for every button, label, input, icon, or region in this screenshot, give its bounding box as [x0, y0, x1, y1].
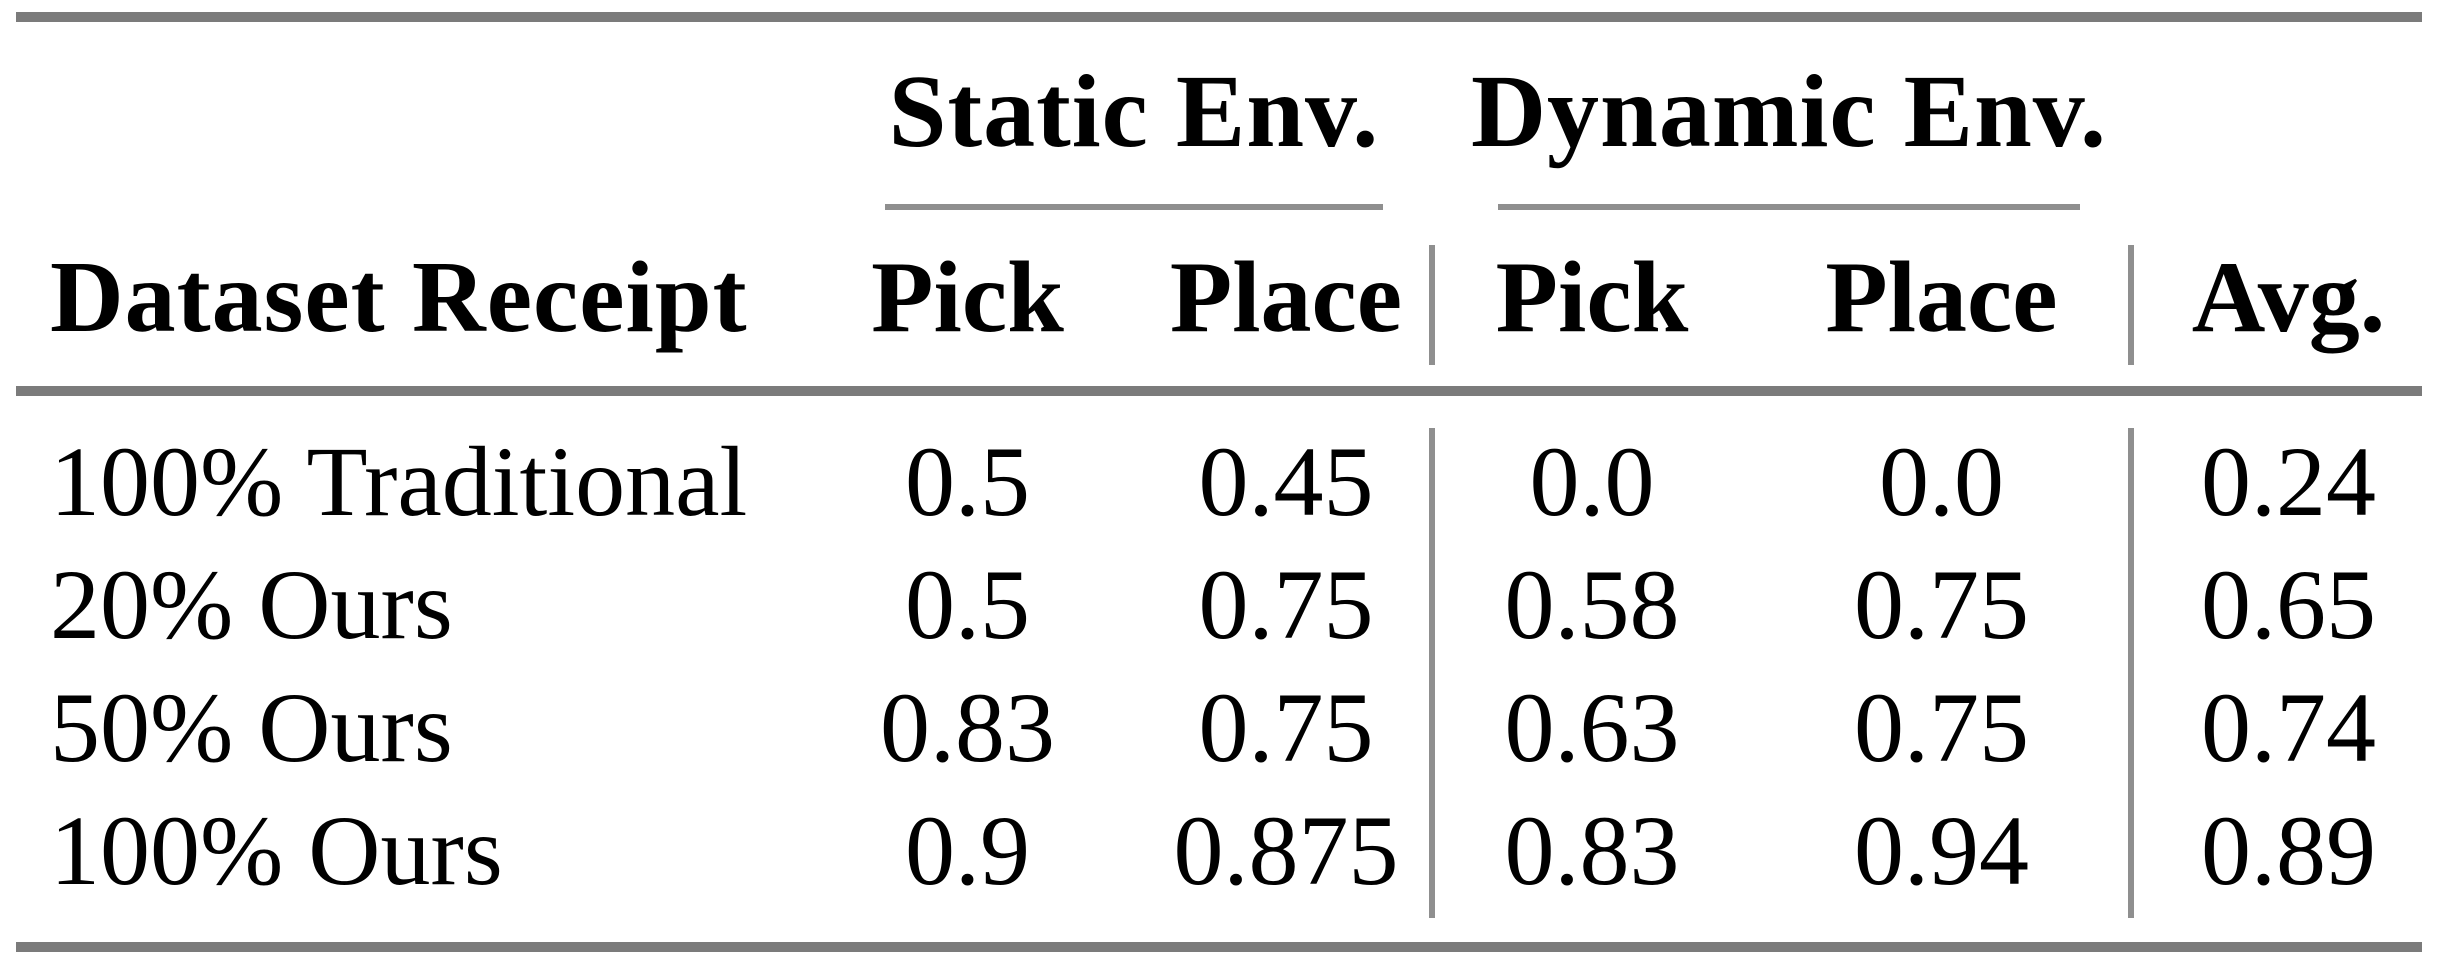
header-row: Dataset Receipt Pick Place Pick Place Av…: [16, 209, 2422, 386]
column-header-static-pick: Pick: [871, 240, 1064, 354]
vertical-divider-1-header: [1429, 245, 1435, 365]
column-header-avg: Avg.: [2191, 240, 2386, 354]
dynamic-env-cmidrule: [1498, 204, 2080, 210]
vertical-divider-1-body: [1429, 428, 1435, 918]
value-cell: 0.75: [1198, 671, 1374, 783]
header-midrule: [16, 386, 2422, 396]
value-cell: 0.94: [1854, 794, 2029, 906]
value-cell: 0.24: [2201, 425, 2376, 537]
column-header-dataset-receipt: Dataset Receipt: [50, 240, 748, 354]
group-header-dynamic-env: Dynamic Env.: [1470, 53, 2108, 169]
value-cell: 0.74: [2201, 671, 2376, 783]
value-cell: 0.75: [1854, 548, 2029, 660]
group-header-static-env: Static Env.: [888, 53, 1380, 169]
column-header-dynamic-pick: Pick: [1495, 240, 1689, 354]
value-cell: 0.5: [905, 548, 1030, 660]
row-label-cell: 50% Ours: [50, 671, 453, 783]
bottom-rule: [16, 942, 2422, 952]
value-cell: 0.83: [880, 671, 1055, 783]
value-cell: 0.875: [1173, 794, 1399, 906]
column-header-dynamic-place: Place: [1825, 240, 2058, 354]
vertical-divider-2-body: [2128, 428, 2134, 918]
value-cell: 0.63: [1504, 671, 1680, 783]
value-cell: 0.0: [1529, 425, 1655, 537]
value-cell: 0.65: [2201, 548, 2376, 660]
top-rule: [16, 12, 2422, 22]
value-cell: 0.0: [1879, 425, 2004, 537]
table-row: 20% Ours 0.5 0.75 0.58 0.75 0.65: [16, 543, 2422, 666]
value-cell: 0.45: [1198, 425, 1374, 537]
table-row: 50% Ours 0.83 0.75 0.63 0.75 0.74: [16, 666, 2422, 789]
value-cell: 0.58: [1504, 548, 1680, 660]
value-cell: 0.83: [1504, 794, 1680, 906]
row-label-cell: 20% Ours: [50, 548, 453, 660]
row-label-cell: 100% Traditional: [50, 425, 748, 537]
table-row: 100% Ours 0.9 0.875 0.83 0.94 0.89: [16, 789, 2422, 912]
value-cell: 0.89: [2201, 794, 2376, 906]
value-cell: 0.5: [905, 425, 1030, 537]
column-header-static-place: Place: [1169, 240, 1403, 354]
row-label-cell: 100% Ours: [50, 794, 503, 906]
value-cell: 0.9: [905, 794, 1030, 906]
static-env-cmidrule: [885, 204, 1383, 210]
vertical-divider-2-header: [2128, 245, 2134, 365]
table-row: 100% Traditional 0.5 0.45 0.0 0.0 0.24: [16, 420, 2422, 543]
value-cell: 0.75: [1198, 548, 1374, 660]
value-cell: 0.75: [1854, 671, 2029, 783]
